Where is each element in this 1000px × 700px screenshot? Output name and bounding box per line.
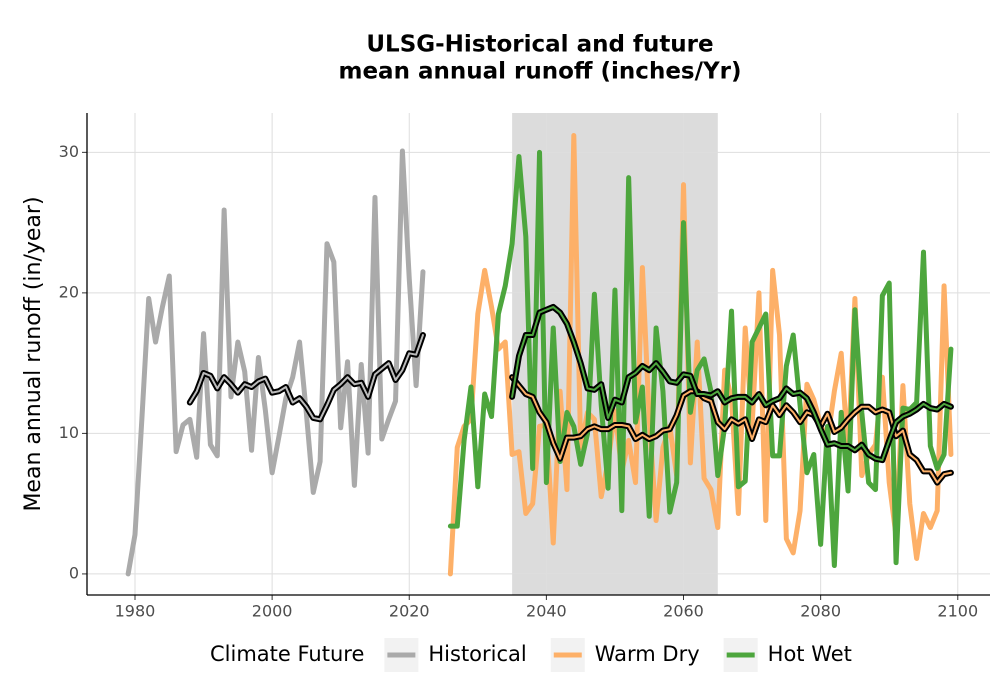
chart-title: ULSG-Historical and future [366,32,713,58]
y-tick-label: 30 [59,142,79,161]
y-tick-label: 0 [69,563,79,582]
y-tick-label: 10 [59,423,79,442]
moving-average-line [188,334,424,421]
x-tick-label: 2020 [389,602,430,621]
chart-subtitle: mean annual runoff (inches/Yr) [338,59,741,85]
legend-label: Warm Dry [595,642,700,666]
x-tick-label: 2060 [663,602,704,621]
y-axis-label: Mean annual runoff (in/year) [21,196,46,511]
moving-average-line [511,305,952,462]
legend-title: Climate Future [210,642,364,666]
x-tick-label: 2000 [252,602,293,621]
x-tick-label: 2080 [800,602,841,621]
legend-label: Historical [428,642,526,666]
legend: Climate Future Historical Warm Dry Hot Wet [210,638,852,672]
y-tick-label: 20 [59,282,79,301]
x-tick-label: 1980 [115,602,156,621]
x-tick-label: 2040 [526,602,567,621]
series-line [125,148,426,577]
series-line [447,149,954,568]
x-tick-label: 2100 [937,602,978,621]
moving-average-line [511,376,952,484]
legend-label: Hot Wet [768,642,852,666]
